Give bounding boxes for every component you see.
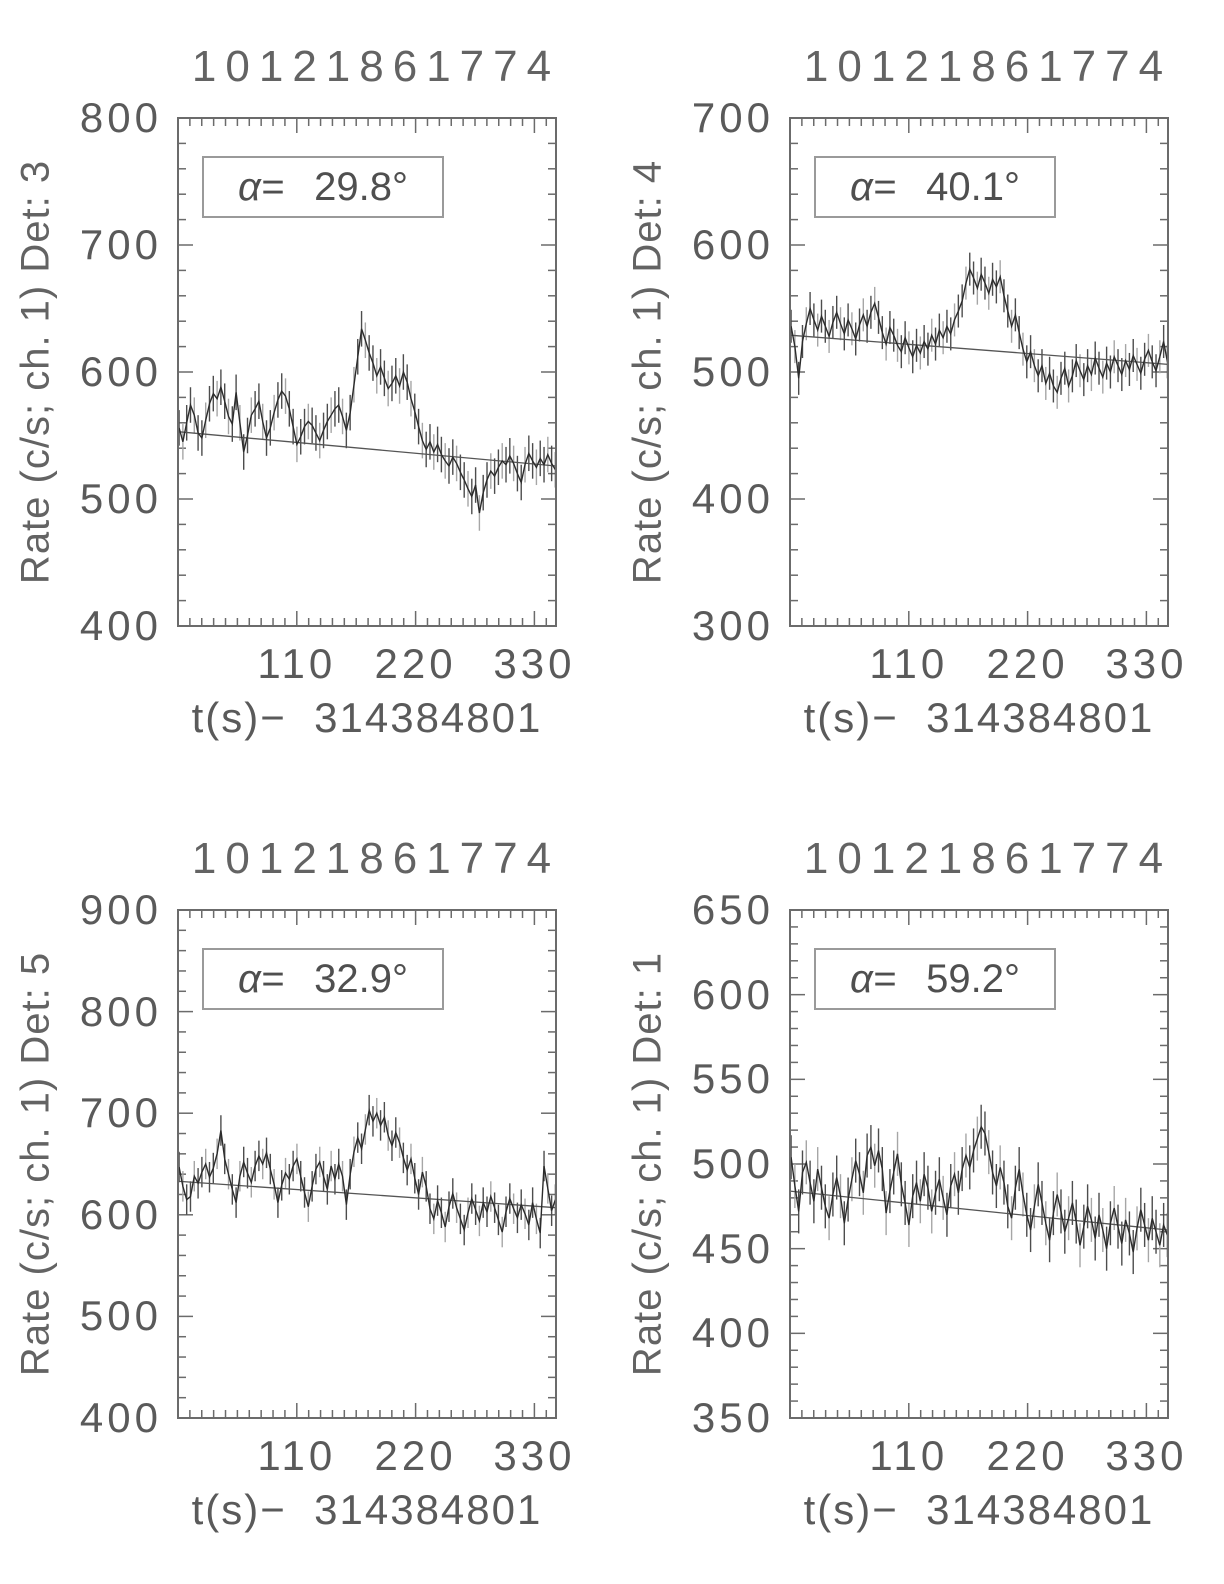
y-tick-label: 400 [79,602,162,649]
x-tick-label: 110 [257,1432,337,1479]
error-bars [178,311,557,531]
alpha-symbol: α= [237,956,285,1001]
y-tick-label: 800 [79,987,162,1035]
background-trend-line [177,1180,557,1209]
y-tick-label: 400 [691,1309,774,1357]
alpha-annotation-box: α= 59.2° [814,948,1056,1010]
plot-title: 10121861774 [191,834,561,883]
background-trend-line [789,1190,1169,1231]
y-tick-label: 600 [79,1190,162,1238]
rate-curve [790,1124,1169,1253]
x-tick-label: 110 [869,1432,949,1479]
y-tick-label: 500 [79,1292,162,1340]
alpha-annotation-box: α= 40.1° [814,156,1056,218]
x-tick-label: 110 [257,640,337,687]
y-tick-label: 500 [691,348,774,395]
rate-curve [178,1107,557,1234]
plot-title: 10121861774 [191,42,561,91]
y-tick-label: 650 [691,886,774,933]
x-axis-label: t(s)− 314384801 [191,694,543,741]
light-curve-plot [177,909,557,1419]
x-axis-label: t(s)− 314384801 [803,1486,1155,1533]
x-tick-label: 330 [493,1432,576,1479]
x-tick-label: 220 [986,640,1069,687]
y-tick-label: 400 [691,475,774,522]
rate-curve [178,328,557,514]
y-tick-label: 500 [79,475,162,522]
x-tick-label: 220 [374,1432,457,1479]
light-curve-plot [789,909,1169,1419]
plot-frame [789,117,1169,627]
error-bars [790,252,1169,409]
y-tick-label: 350 [691,1394,774,1441]
x-tick-label: 110 [869,640,949,687]
y-tick-label: 600 [691,970,774,1018]
x-axis-label: t(s)− 314384801 [191,1486,543,1533]
background-trend-line [789,334,1169,366]
axis-ticks [790,118,1168,626]
y-tick-label: 900 [79,886,162,933]
x-tick-label: 220 [986,1432,1069,1479]
alpha-value: 40.1° [926,164,1021,209]
light-curve-plot [789,117,1169,627]
alpha-annotation-box: α= 29.8° [202,156,444,218]
alpha-symbol: α= [849,164,897,209]
alpha-symbol: α= [237,164,285,209]
x-tick-label: 220 [374,640,457,687]
y-tick-label: 800 [79,94,162,141]
y-tick-label: 550 [691,1055,774,1103]
alpha-value: 59.2° [926,956,1021,1001]
background-trend-line [177,431,557,467]
error-bars [790,1104,1169,1275]
plot-frame [177,909,557,1419]
x-tick-label: 330 [493,640,576,687]
plot-title: 10121861774 [803,834,1173,883]
light-curve-panel: 10121861774 Rate (c/s; ch. 1) Det: 5 400… [0,792,612,1584]
light-curve-plot [177,117,557,627]
axis-ticks [178,118,556,626]
alpha-symbol: α= [849,956,897,1001]
axis-ticks [178,910,556,1418]
alpha-annotation-box: α= 32.9° [202,948,444,1010]
rate-curve [790,266,1169,395]
x-tick-label: 330 [1105,640,1188,687]
y-tick-label: 700 [691,94,774,141]
plot-frame [177,117,557,627]
y-tick-label: 400 [79,1394,162,1441]
light-curve-panel: 10121861774 Rate (c/s; ch. 1) Det: 3 400… [0,0,612,792]
alpha-value: 32.9° [314,956,409,1001]
y-tick-label: 500 [691,1140,774,1187]
alpha-value: 29.8° [314,164,409,209]
x-tick-label: 330 [1105,1432,1188,1479]
y-tick-label: 600 [79,348,162,395]
x-axis-label: t(s)− 314384801 [803,694,1155,741]
plot-title: 10121861774 [803,42,1173,91]
plot-frame [789,909,1169,1419]
y-tick-label: 700 [79,221,162,268]
y-tick-label: 600 [691,221,774,268]
y-tick-label: 300 [691,602,774,649]
y-tick-label: 450 [691,1224,774,1272]
light-curve-panel: 10121861774 Rate (c/s; ch. 1) Det: 4 300… [612,0,1224,792]
light-curve-panel: 10121861774 Rate (c/s; ch. 1) Det: 1 350… [612,792,1224,1584]
y-tick-label: 700 [79,1089,162,1137]
